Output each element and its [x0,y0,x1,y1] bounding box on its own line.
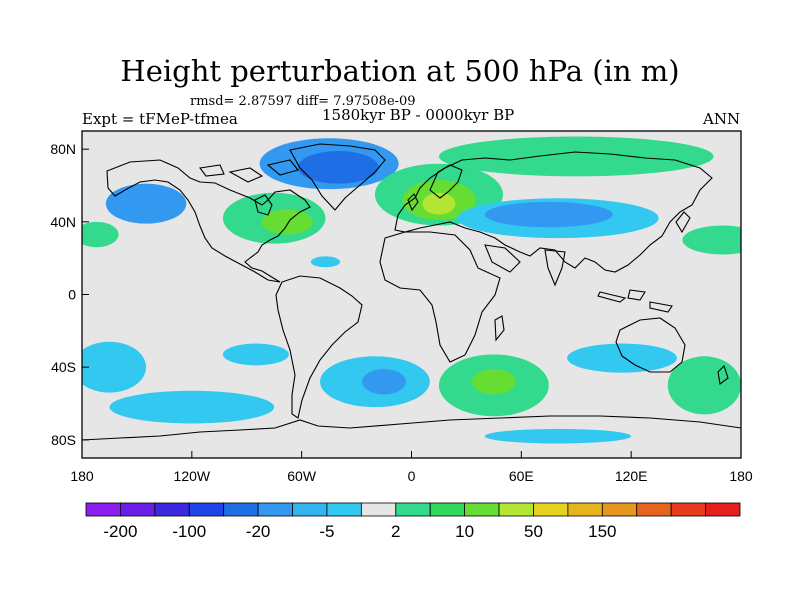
coast-africa [379,231,501,363]
colorbar-box [154,502,190,517]
colorbar-box [257,502,293,517]
x-tick-label: 120E [615,468,648,484]
coast-india [544,249,566,287]
colorbar-box [533,502,569,517]
coast-new-zealand [717,364,729,385]
coast-madagascar [494,315,505,342]
x-tick-label: 180 [729,468,753,484]
period-label: 1580kyr BP - 0000kyr BP [322,106,515,124]
colorbar-box [326,502,362,517]
y-tick-label: 40N [50,214,76,230]
coast-australia [615,317,686,373]
y-tick-label: 40S [51,359,76,375]
coast-antarctica [82,415,741,441]
colorbar-box [360,502,397,517]
anomaly-atlantic-small-low [310,256,341,268]
coast-indonesia [597,289,673,313]
colorbar-label: 10 [455,522,474,541]
colorbar-label: -200 [103,522,137,541]
colorbar-box [464,502,500,517]
colorbar: -200 -100 -20 -5 2 10 50 150 [85,502,741,541]
coast-north-america [106,159,311,283]
colorbar-box [498,502,534,517]
anomaly-pacific-high-west [82,221,119,248]
x-tick-label: 180 [70,468,94,484]
anomaly-namerica-core [261,209,313,235]
colorbar-box [429,502,466,517]
season-label: ANN [703,110,741,128]
anomaly-southern-ocean-low [109,390,275,424]
colorbar-label: 2 [391,522,400,541]
coast-scandinavia [429,164,463,199]
anomaly-layer [82,136,741,444]
colorbar-box [705,502,741,517]
plot-title: Height perturbation at 500 hPa (in m) [120,54,680,88]
colorbar-box [120,502,156,517]
colorbar-box [636,502,672,517]
x-tick-label: 120W [174,468,211,484]
coast-britain [407,193,419,212]
colorbar-label: 50 [524,522,543,541]
colorbar-box [567,502,603,517]
colorbar-box [188,502,225,517]
stats-label: rmsd= 2.87597 diff= 7.97508e-09 [190,94,416,109]
axes-layer: 180 120W 60W 0 60E 120E 180 80N 40N 0 40S 80S [50,141,753,484]
y-tick-label: 0 [68,287,76,303]
anomaly-spacific-low-east [222,343,289,366]
colorbar-box [85,502,121,517]
y-tick-label: 80S [51,432,76,448]
x-tick-label: 60W [287,468,317,484]
coast-hudson-bay [254,194,273,216]
anomaly-europe-peak [422,192,456,215]
coast-eurasia [394,151,713,273]
anomaly-pacific-high-east [682,225,741,255]
anomaly-australia-low [567,343,677,373]
coast-arctic-islands [199,159,299,183]
experiment-label: Expt = tFMeP-tfmea [82,110,238,128]
coast-greenland [289,143,386,211]
colorbar-label: 150 [588,522,616,541]
coast-arabia [484,244,521,273]
anomaly-alaska-low [105,183,187,224]
y-tick-label: 80N [50,141,76,157]
anomaly-spacific-low-west [82,341,147,393]
anomaly-greenland-core [298,150,379,184]
anomaly-tasman-high [667,356,741,415]
colorbar-box [601,502,638,517]
coast-japan [675,211,691,234]
colorbar-label: -20 [246,522,271,541]
anomaly-antarctic-low [484,428,632,444]
coast-south-america [275,275,363,419]
x-tick-label: 60E [509,468,534,484]
anomaly-sindian-high-core [471,368,516,395]
colorbar-box [395,502,431,517]
anomaly-asia-low-core [484,201,613,228]
colorbar-label: -100 [172,522,206,541]
colorbar-box [223,502,259,517]
coastline-layer [82,143,741,441]
x-tick-label: 0 [408,468,416,484]
colorbar-box [292,502,328,517]
anomaly-satlantic-low-core [362,368,407,395]
anomaly-arctic-high [438,136,714,177]
colorbar-box [670,502,706,517]
colorbar-label: -5 [319,522,334,541]
